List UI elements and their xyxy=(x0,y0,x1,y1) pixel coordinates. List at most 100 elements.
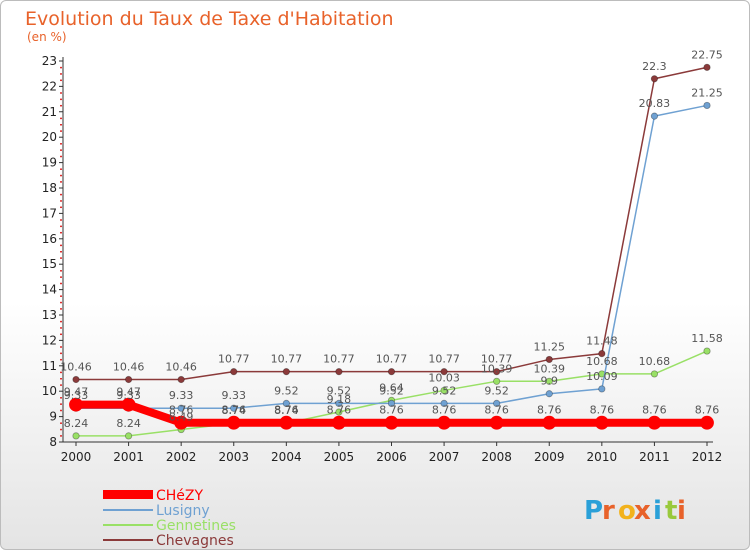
series-point-0 xyxy=(279,415,294,430)
y-minor-tick xyxy=(60,206,62,209)
data-label: 8.76 xyxy=(432,404,457,417)
legend-label: Lusigny xyxy=(156,503,210,519)
data-label: 9.33 xyxy=(169,389,194,402)
data-label: 8.74 xyxy=(274,404,299,417)
series-point-3 xyxy=(650,75,659,83)
y-minor-tick xyxy=(60,73,62,75)
y-tick-label: 23 xyxy=(42,54,57,68)
series-point-1 xyxy=(703,101,711,110)
data-label: 10.39 xyxy=(534,362,566,375)
y-minor-tick xyxy=(60,143,62,145)
series-point-2 xyxy=(440,386,448,395)
series-layer xyxy=(69,63,714,440)
data-label: 9.52 xyxy=(379,384,404,397)
data-label: 10.68 xyxy=(586,355,618,368)
series-point-1 xyxy=(440,399,448,407)
series-point-1 xyxy=(387,399,396,407)
y-minor-tick xyxy=(60,276,62,278)
y-tick-label: 22 xyxy=(42,79,57,93)
y-minor-tick xyxy=(60,168,62,170)
data-label: 8.76 xyxy=(169,404,194,417)
data-label: 10.77 xyxy=(428,353,460,366)
legend-label: Gennetines xyxy=(156,518,236,534)
data-label: 10.46 xyxy=(60,361,92,374)
series-point-3 xyxy=(177,375,185,384)
series-point-3 xyxy=(72,375,80,384)
y-minor-tick xyxy=(60,358,62,361)
data-label: 9.33 xyxy=(116,389,141,402)
series-point-3 xyxy=(440,368,448,376)
data-label: 8.76 xyxy=(537,404,562,417)
data-label: 9.33 xyxy=(222,389,247,402)
series-point-1 xyxy=(650,112,659,120)
series-point-2 xyxy=(545,377,553,385)
series-point-0 xyxy=(332,415,346,430)
series-point-0 xyxy=(700,415,714,430)
data-label: 8.76 xyxy=(695,404,720,417)
y-minor-tick xyxy=(60,327,62,329)
y-minor-tick xyxy=(60,403,62,405)
y-minor-tick xyxy=(60,149,62,151)
logo-letter: x xyxy=(634,496,651,526)
data-label: 8.76 xyxy=(274,404,299,417)
data-label: 10.46 xyxy=(113,361,145,374)
legend-label: Chevagnes xyxy=(156,533,234,549)
y-tick-label: 15 xyxy=(42,257,57,271)
y-minor-tick xyxy=(60,308,62,310)
y-minor-tick xyxy=(60,320,62,323)
y-tick-label: 16 xyxy=(42,232,57,246)
data-label: 9.9 xyxy=(541,375,559,388)
series-point-3 xyxy=(598,350,606,358)
logo-letter: t xyxy=(665,496,677,526)
series-point-3 xyxy=(230,368,238,376)
data-label: 11.48 xyxy=(586,335,618,348)
data-label: 9.64 xyxy=(379,381,404,394)
y-minor-tick xyxy=(60,193,62,196)
data-label: 21.25 xyxy=(691,86,723,99)
series-point-0 xyxy=(174,415,189,430)
series-point-2 xyxy=(335,408,343,416)
data-label: 9.33 xyxy=(64,389,89,402)
data-label: 10.77 xyxy=(481,353,513,366)
logo-letter: i xyxy=(677,496,686,526)
x-tick-label: 2002 xyxy=(166,450,197,464)
y-minor-tick xyxy=(60,435,62,437)
y-minor-tick xyxy=(60,378,62,380)
x-tick-label: 2010 xyxy=(587,450,618,464)
y-minor-tick xyxy=(60,231,62,234)
data-label: 22.75 xyxy=(691,48,723,61)
y-tick-label: 20 xyxy=(42,130,57,144)
y-minor-tick xyxy=(60,79,62,82)
data-label: 9.52 xyxy=(274,384,299,397)
axes: 8 9 10 11 12 13 14 15 16 17 18 19 20 21 22 23 2000 2001 20… xyxy=(42,54,723,464)
y-minor-tick xyxy=(60,422,62,424)
series-point-2 xyxy=(124,432,133,440)
data-label: 8.76 xyxy=(590,404,615,417)
x-tick-label: 2004 xyxy=(271,450,302,464)
y-minor-tick xyxy=(60,155,62,158)
y-minor-tick xyxy=(60,66,62,69)
data-label: 10.77 xyxy=(323,353,355,366)
y-minor-tick xyxy=(60,352,62,355)
y-minor-tick xyxy=(60,333,62,336)
data-label: 8.76 xyxy=(484,404,509,417)
y-tick-label: 18 xyxy=(42,181,57,195)
y-minor-tick xyxy=(60,257,62,259)
data-label: 8.76 xyxy=(327,404,352,417)
data-label: 9.47 xyxy=(64,386,89,399)
y-minor-tick xyxy=(60,397,62,399)
data-label: 10.03 xyxy=(428,371,460,384)
data-label: 9.18 xyxy=(327,393,352,406)
data-label: 10.46 xyxy=(165,361,197,374)
y-minor-tick xyxy=(60,384,62,386)
series-point-0 xyxy=(121,397,136,412)
y-minor-tick xyxy=(60,219,62,221)
data-label: 10.09 xyxy=(586,370,618,383)
series-point-3 xyxy=(124,375,133,384)
y-tick-label: 21 xyxy=(42,105,57,119)
data-label: 10.77 xyxy=(218,353,250,366)
y-minor-tick xyxy=(60,251,62,253)
x-tick-label: 2008 xyxy=(481,450,512,464)
data-label: 22.3 xyxy=(642,60,667,73)
